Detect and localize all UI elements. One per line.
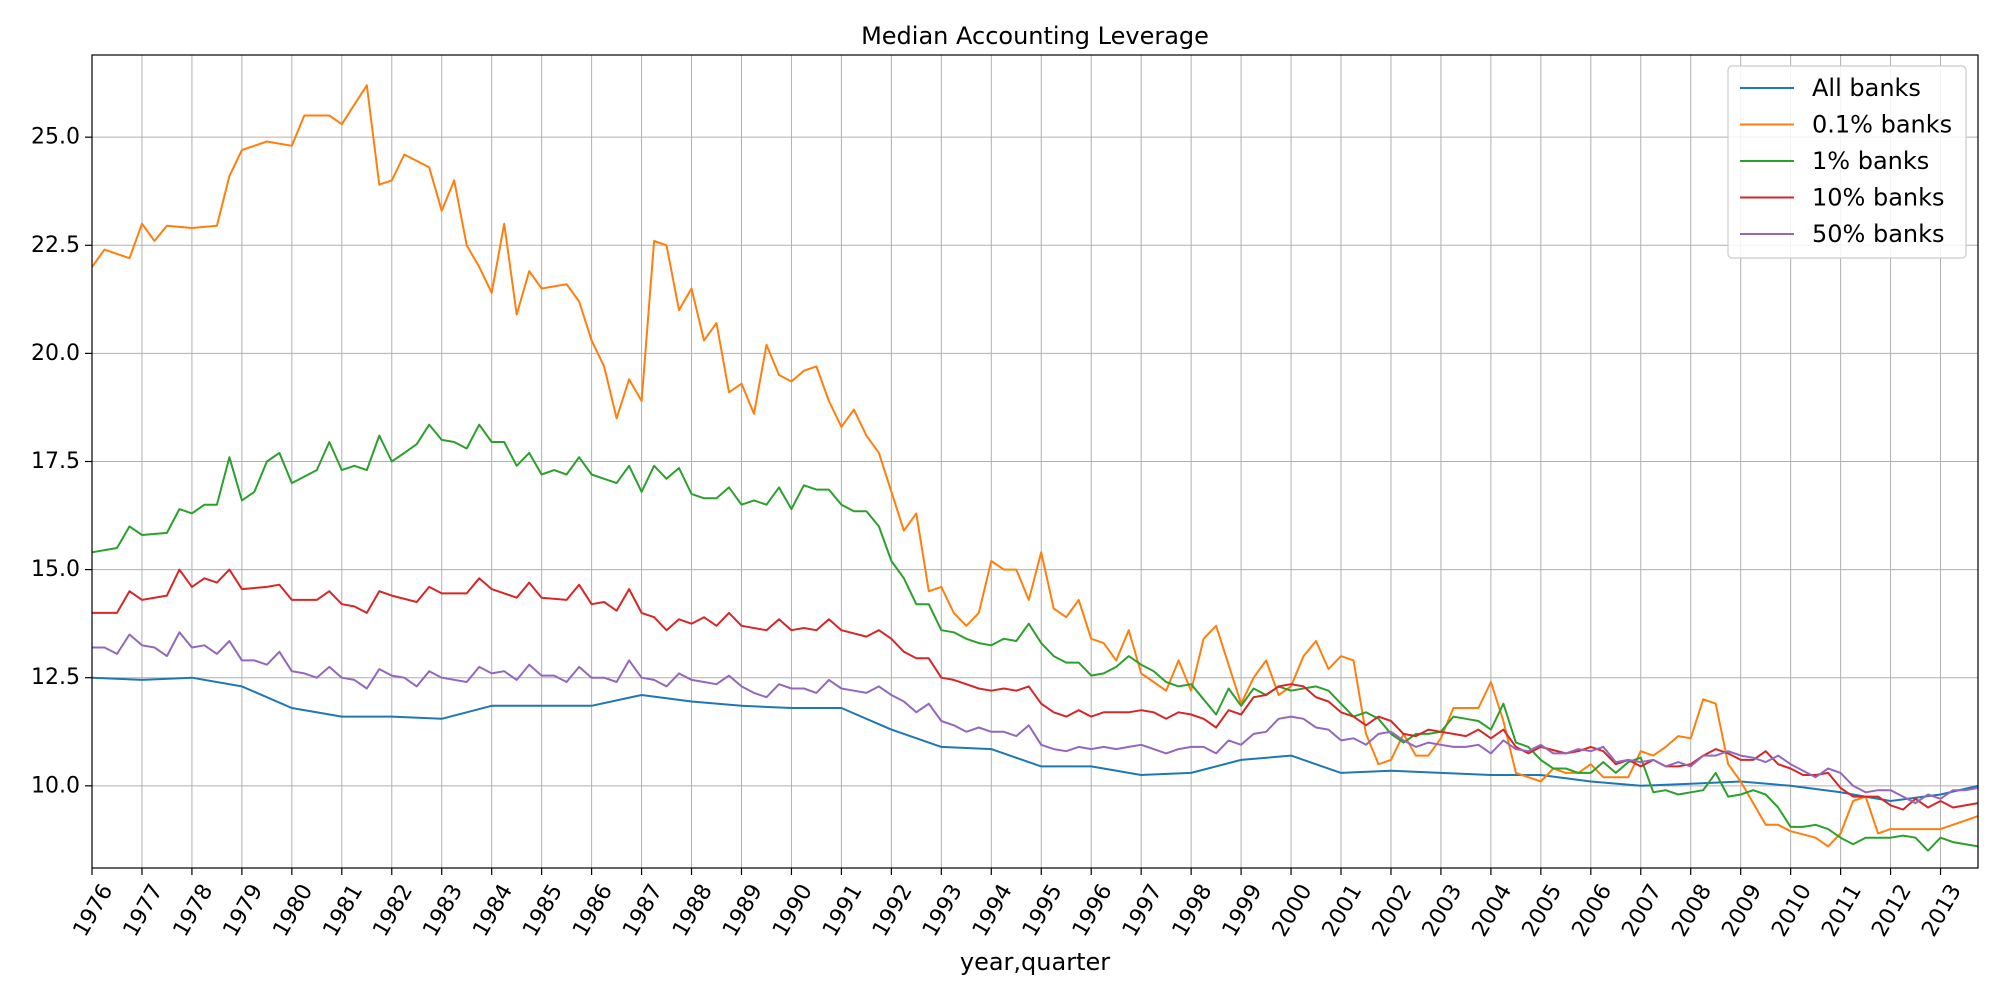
x-tick-label: 1981 <box>319 880 369 941</box>
y-ticks: 10.0 12.5 15.0 17.5 20.0 22.5 25.0 <box>31 125 92 798</box>
y-tick-label: 17.5 <box>31 449 80 474</box>
x-tick-label: 1999 <box>1218 880 1268 941</box>
x-tick-label: 2011 <box>1817 880 1867 941</box>
x-tick-label: 1989 <box>718 880 768 941</box>
x-tick-label: 2002 <box>1368 880 1418 941</box>
x-tick-label: 2010 <box>1767 880 1817 941</box>
x-tick-label: 1993 <box>918 880 968 941</box>
x-tick-label: 1985 <box>518 880 568 941</box>
series-line-1 <box>91 84 1979 848</box>
grid <box>91 55 1978 868</box>
x-tick-label: 1995 <box>1018 880 1068 941</box>
x-tick-label: 1991 <box>818 880 868 941</box>
x-tick-label: 1996 <box>1068 880 1118 941</box>
x-tick-label: 1984 <box>468 880 518 941</box>
x-tick-label: 1998 <box>1168 880 1218 941</box>
x-tick-label: 2012 <box>1867 880 1917 941</box>
x-tick-label: 1976 <box>69 880 119 941</box>
x-tick-label: 1977 <box>119 880 169 941</box>
x-tick-label: 2006 <box>1568 880 1618 941</box>
x-tick-label: 2001 <box>1318 880 1368 941</box>
x-tick-label: 1979 <box>219 880 269 941</box>
x-tick-label: 1978 <box>169 880 219 941</box>
x-tick-label: 2003 <box>1418 880 1468 941</box>
series-line-0 <box>91 676 1979 802</box>
x-tick-label: 2007 <box>1617 880 1667 941</box>
legend: All banks 0.1% banks 1% banks 10% banks 50% … <box>1727 65 1967 259</box>
x-axis-label: year,quarter <box>960 948 1110 976</box>
legend-label: 1% banks <box>1812 147 1929 175</box>
x-tick-label: 1986 <box>568 880 618 941</box>
legend-label: 0.1% banks <box>1812 111 1952 139</box>
series-line-2 <box>91 423 1979 852</box>
x-tick-label: 2009 <box>1717 880 1767 941</box>
x-tick-label: 1992 <box>868 880 918 941</box>
x-tick-label: 1980 <box>269 880 319 941</box>
series-line-3 <box>92 568 1979 811</box>
legend-label: 10% banks <box>1812 184 1945 212</box>
x-tick-label: 1994 <box>968 880 1018 941</box>
x-ticks: 1976 1977 1978 1979 1980 1981 1982 1983 1984 1985… <box>69 868 1967 941</box>
x-tick-label: 1982 <box>368 880 418 941</box>
y-tick-label: 10.0 <box>31 773 80 798</box>
x-tick-label: 2000 <box>1268 880 1318 941</box>
legend-label: All banks <box>1812 74 1921 102</box>
x-tick-label: 1990 <box>768 880 818 941</box>
x-tick-label: 2004 <box>1468 880 1518 941</box>
x-tick-label: 2005 <box>1518 880 1568 941</box>
legend-label: 50% banks <box>1812 220 1945 248</box>
x-tick-label: 1997 <box>1118 880 1168 941</box>
y-tick-label: 22.5 <box>31 233 80 258</box>
x-tick-label: 1988 <box>668 880 718 941</box>
x-tick-label: 2013 <box>1917 880 1967 941</box>
y-tick-label: 20.0 <box>31 341 80 366</box>
x-tick-label: 1983 <box>418 880 468 941</box>
series-line-4 <box>92 631 1979 805</box>
y-tick-label: 25.0 <box>31 125 80 150</box>
x-tick-label: 1987 <box>618 880 668 941</box>
legend-box <box>1727 65 1967 259</box>
y-tick-label: 15.0 <box>31 557 80 582</box>
series-lines <box>91 84 1979 852</box>
chart-title: Median Accounting Leverage <box>861 22 1209 50</box>
x-tick-label: 2008 <box>1667 880 1717 941</box>
y-tick-label: 12.5 <box>31 665 80 690</box>
